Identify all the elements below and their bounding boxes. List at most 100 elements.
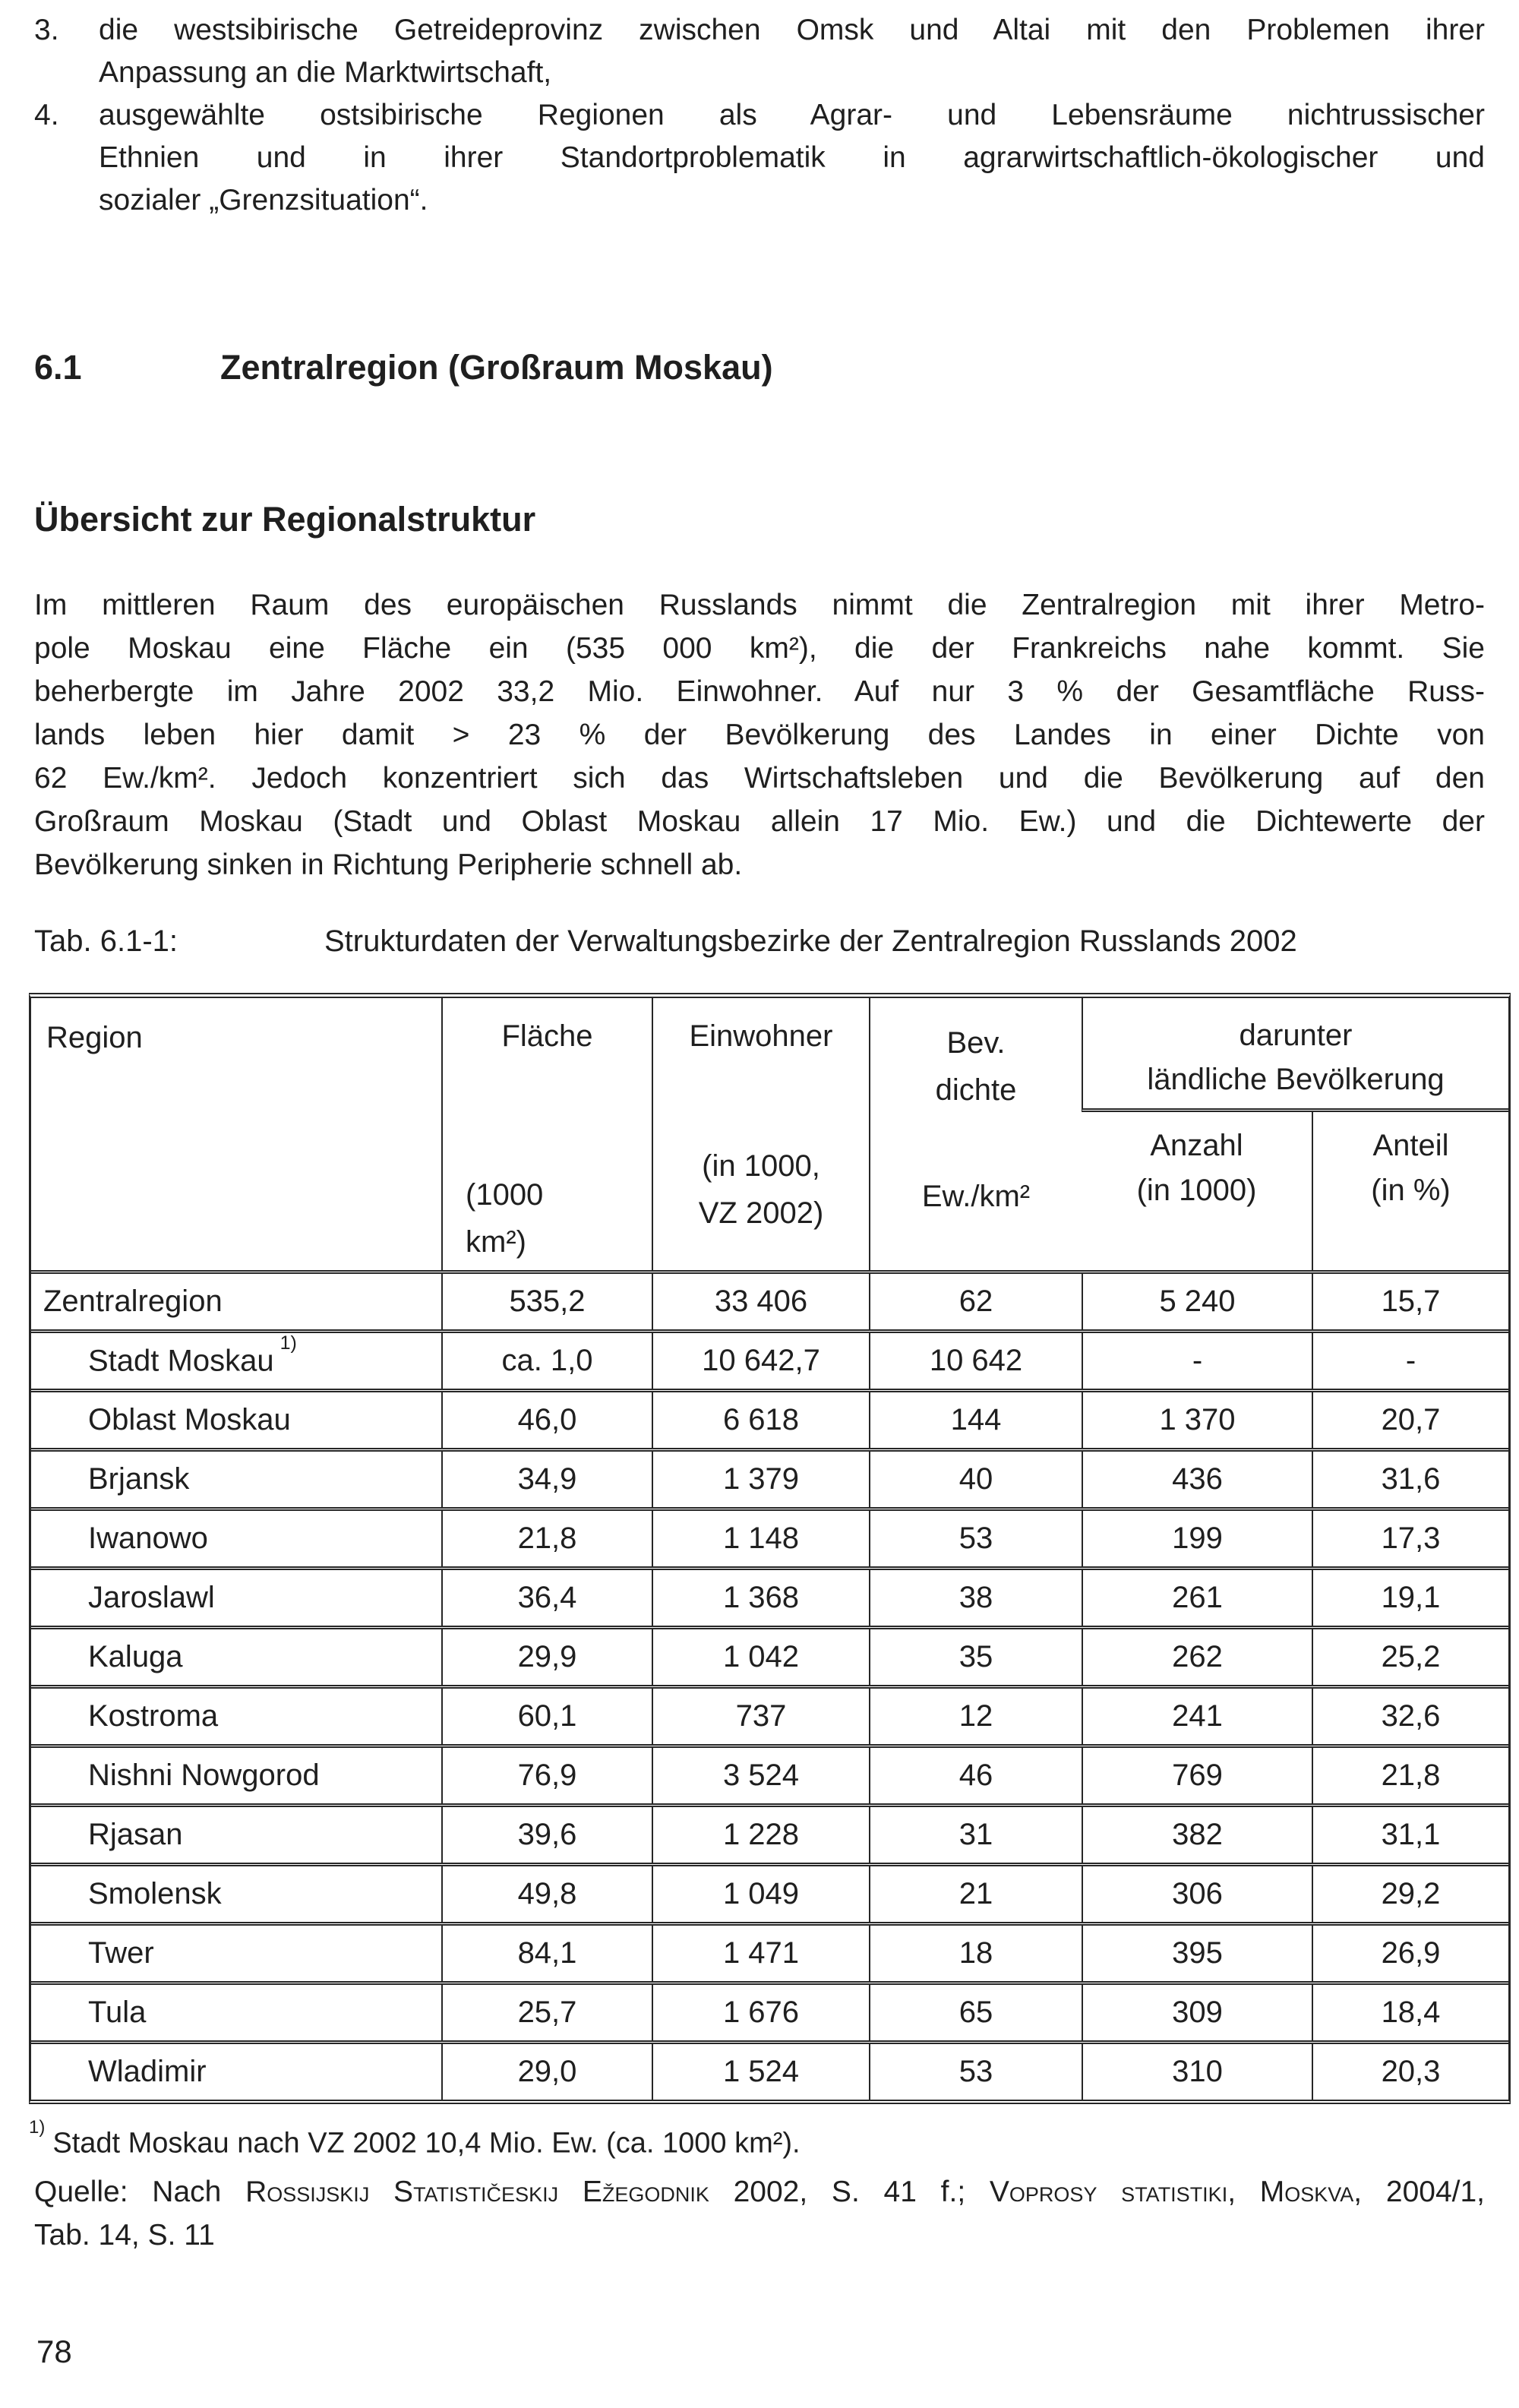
source-segment: Voprosy statistiki, Moskva,	[989, 2175, 1363, 2208]
header-darunter: darunter ländliche Bevölkerung	[1082, 998, 1508, 1112]
list-item-text: ausgewählte ostsibirische Regionen als A…	[99, 94, 1485, 222]
numbered-list: 3. die westsibirische Getreideprovinz zw…	[34, 9, 1485, 222]
cell-value: 46	[869, 1748, 1082, 1803]
cell-value: 10 642,7	[652, 1333, 869, 1389]
header-bev-dichte: Bev. dichte Ew./km²	[869, 998, 1082, 1270]
cell-value: 36,4	[441, 1570, 652, 1626]
cell-region: Iwanowo	[88, 1522, 208, 1555]
cell-value: 436	[1082, 1452, 1312, 1507]
cell-value: 1 228	[652, 1807, 869, 1863]
footnote-reference: 1)	[279, 1332, 297, 1354]
table-row: Smolensk 49,8 1 049 21 306 29,2	[31, 1863, 1508, 1922]
text-line: 62 Ew./km². Jedoch konzentriert sich das…	[34, 762, 1485, 795]
cell-value: 40	[869, 1452, 1082, 1507]
table-row: Brjansk 34,9 1 379 40 436 31,6	[31, 1448, 1508, 1507]
text-line: Großraum Moskau (Stadt und Oblast Moskau…	[34, 805, 1485, 838]
cell-region: Kostroma	[88, 1699, 219, 1733]
cell-value: 29,9	[441, 1629, 652, 1685]
cell-value: 3 524	[652, 1748, 869, 1803]
list-item-text: die westsibirische Getreideprovinz zwisc…	[99, 9, 1485, 94]
table-row: Oblast Moskau 46,0 6 618 144 1 370 20,7	[31, 1389, 1508, 1448]
cell-value: 1 368	[652, 1570, 869, 1626]
table-row: Nishni Nowgorod 76,9 3 524 46 769 21,8	[31, 1744, 1508, 1803]
source-line: Tab. 14, S. 11	[34, 2218, 215, 2252]
cell-value: 1 042	[652, 1629, 869, 1685]
cell-value: 29,0	[441, 2044, 652, 2100]
cell-value: 33 406	[652, 1274, 869, 1329]
cell-value: 1 379	[652, 1452, 869, 1507]
cell-value: 31,1	[1312, 1807, 1508, 1863]
cell-value: 46,0	[441, 1392, 652, 1448]
cell-region: Jaroslawl	[88, 1581, 215, 1614]
header-anteil: Anteil (in %)	[1312, 1112, 1508, 1270]
table-row: Kostroma 60,1 737 12 241 32,6	[31, 1685, 1508, 1744]
list-item: 3. die westsibirische Getreideprovinz zw…	[34, 9, 1485, 94]
cell-value: 76,9	[441, 1748, 652, 1803]
cell-value: 306	[1082, 1866, 1312, 1922]
table-row: Tula 25,7 1 676 65 309 18,4	[31, 1981, 1508, 2040]
header-unit: (in 1000, VZ 2002)	[653, 1142, 869, 1237]
section-number: 6.1	[34, 348, 82, 387]
text-line: die westsibirische Getreideprovinz zwisc…	[99, 14, 1485, 46]
cell-value: 6 618	[652, 1392, 869, 1448]
cell-value: 1 049	[652, 1866, 869, 1922]
subheading: Übersicht zur Regionalstruktur	[34, 500, 536, 539]
source-segment: Quelle: Nach	[34, 2175, 246, 2208]
cell-value: 38	[869, 1570, 1082, 1626]
footnote: 1) Stadt Moskau nach VZ 2002 10,4 Mio. Ew…	[29, 2116, 1485, 2164]
header-unit-line: (in 1000,	[702, 1149, 820, 1183]
source-segment: Rossijskij Statističeskij Ežegodnik	[245, 2175, 709, 2208]
cell-value: 31,6	[1312, 1452, 1508, 1507]
text-line: Ethnien und in ihrer Standortproblematik…	[99, 141, 1485, 174]
text-line: ausgewählte ostsibirische Regionen als A…	[99, 99, 1485, 131]
cell-value: 1 370	[1082, 1392, 1312, 1448]
cell-region: Oblast Moskau	[88, 1403, 291, 1436]
table-row: Zentralregion 535,2 33 406 62 5 240 15,7	[31, 1270, 1508, 1329]
section-title: Zentralregion (Großraum Moskau)	[220, 348, 773, 387]
cell-value: 65	[869, 1985, 1082, 2040]
source-line: Quelle: Nach Rossijskij Statističeskij E…	[34, 2170, 1485, 2214]
table-header: Region Fläche (1000 km²) Einwohner (in 1…	[31, 998, 1508, 1270]
cell-value: 35	[869, 1629, 1082, 1685]
cell-region: Zentralregion	[43, 1285, 223, 1318]
header-label: Anzahl	[1150, 1129, 1243, 1162]
cell-value: 10 642	[869, 1333, 1082, 1389]
cell-value: 62	[869, 1274, 1082, 1329]
cell-value: 19,1	[1312, 1570, 1508, 1626]
cell-value: 310	[1082, 2044, 1312, 2100]
cell-region: Tula	[88, 1996, 147, 2029]
text-line: pole Moskau eine Fläche ein (535 000 km²…	[34, 632, 1485, 665]
cell-value: 25,2	[1312, 1629, 1508, 1685]
cell-value: 309	[1082, 1985, 1312, 2040]
table-caption: Tab. 6.1-1: Strukturdaten der Verwaltung…	[34, 921, 1485, 961]
cell-value: 5 240	[1082, 1274, 1312, 1329]
header-label: Bev.	[946, 1026, 1006, 1060]
header-unit: (1000 km²)	[443, 1171, 652, 1266]
cell-value: 53	[869, 1511, 1082, 1566]
cell-value: 1 676	[652, 1985, 869, 2040]
cell-value: 21,8	[1312, 1748, 1508, 1803]
cell-value: 39,6	[441, 1807, 652, 1863]
cell-value: 17,3	[1312, 1511, 1508, 1566]
cell-region: Smolensk	[88, 1877, 222, 1910]
cell-value: 18,4	[1312, 1985, 1508, 2040]
body-paragraph: Im mittleren Raum des europäischen Russl…	[34, 583, 1485, 886]
cell-value: 25,7	[441, 1985, 652, 2040]
text-line: sozialer „Grenzsituation“.	[99, 184, 428, 216]
cell-value: 199	[1082, 1511, 1312, 1566]
cell-value: 15,7	[1312, 1274, 1508, 1329]
cell-value: 34,9	[441, 1452, 652, 1507]
cell-value: 12	[869, 1689, 1082, 1744]
cell-value: 262	[1082, 1629, 1312, 1685]
cell-value: 20,7	[1312, 1392, 1508, 1448]
cell-region: Brjansk	[88, 1462, 190, 1496]
header-flaeche: Fläche (1000 km²)	[441, 998, 652, 1270]
cell-value: -	[1312, 1333, 1508, 1389]
footnote-marker: 1)	[29, 2117, 46, 2138]
cell-value: 769	[1082, 1748, 1312, 1803]
table-row: Twer 84,1 1 471 18 395 26,9	[31, 1922, 1508, 1981]
cell-region: Kaluga	[88, 1640, 183, 1673]
table-row: Iwanowo 21,8 1 148 53 199 17,3	[31, 1507, 1508, 1566]
cell-value: 382	[1082, 1807, 1312, 1863]
